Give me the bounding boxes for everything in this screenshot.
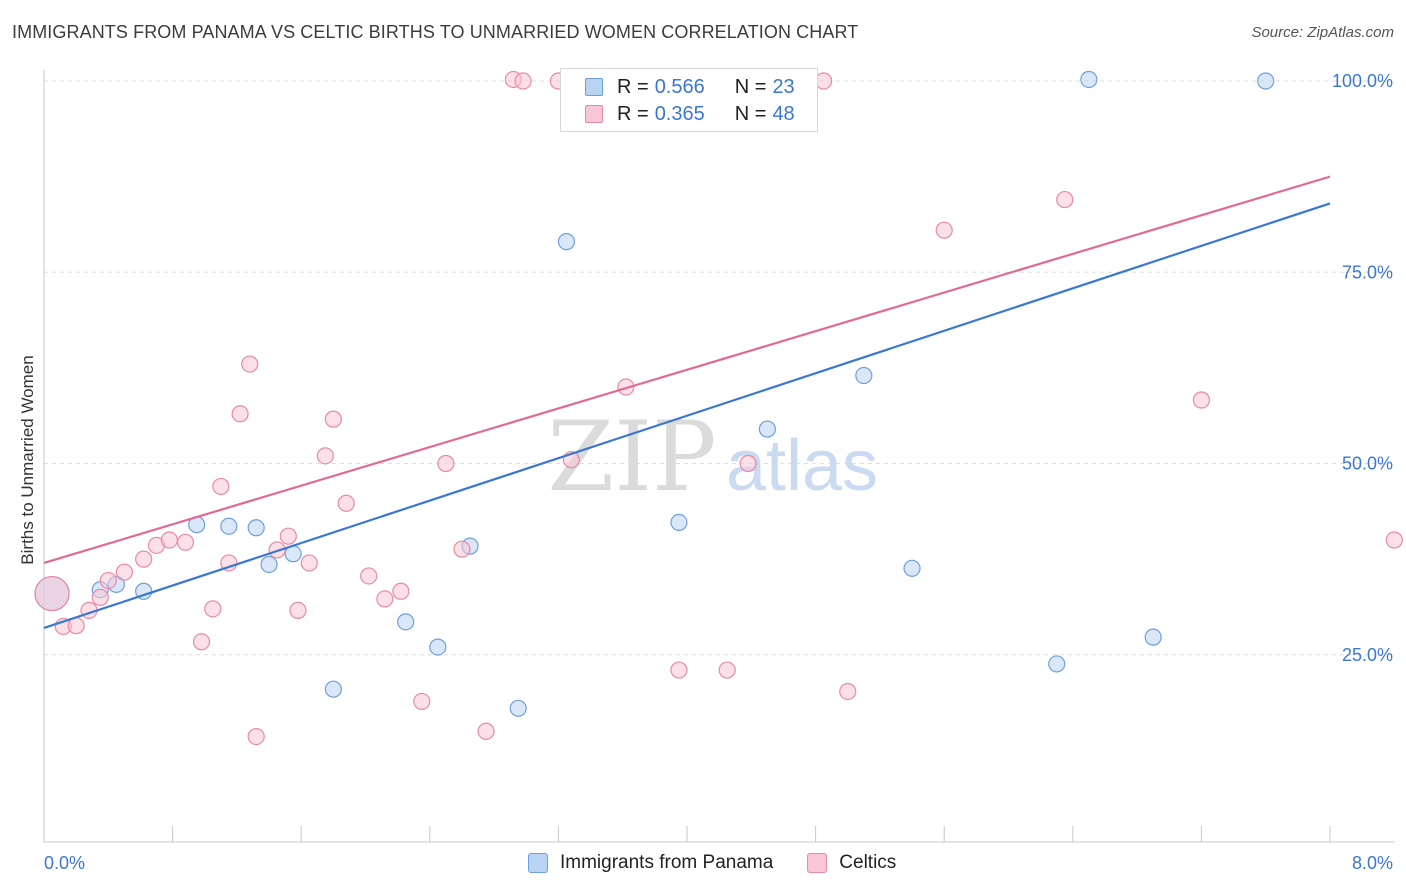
data-point-celtics	[514, 72, 532, 90]
data-point-celtics	[839, 682, 857, 701]
data-point-celtics	[1056, 190, 1074, 209]
data-point-celtics	[739, 454, 757, 473]
watermark: ZIP atlas	[547, 401, 878, 513]
legend-swatch-blue	[528, 853, 548, 873]
legend-swatch-blue	[585, 78, 603, 96]
data-point-panama	[855, 366, 873, 385]
legend-r-label: R =	[617, 75, 649, 98]
data-point-panama	[1048, 655, 1066, 673]
data-point-panama	[260, 555, 278, 574]
y-tick-label: 25.0%	[1342, 645, 1393, 665]
data-point-celtics	[477, 722, 495, 740]
data-point-celtics	[453, 540, 471, 558]
data-point-celtics	[241, 355, 259, 373]
x-tick-label: 8.0%	[1352, 853, 1393, 873]
data-point-celtics	[337, 494, 355, 512]
data-point-celtics	[204, 600, 222, 618]
chart-title: IMMIGRANTS FROM PANAMA VS CELTIC BIRTHS …	[12, 22, 859, 42]
data-point-panama	[1144, 628, 1162, 646]
legend-n-label: N =	[734, 75, 767, 98]
chart-source: Source: ZipAtlas.com	[1251, 24, 1394, 41]
y-tick-label: 100.0%	[1332, 71, 1393, 91]
axes	[43, 70, 1395, 843]
data-point-celtics	[135, 550, 153, 568]
data-point-panama	[429, 638, 447, 656]
legend-label-panama: Immigrants from Panama	[560, 852, 774, 873]
legend-swatch-pink	[807, 853, 828, 873]
data-point-celtics	[160, 531, 178, 549]
data-point-celtics	[360, 567, 378, 585]
data-point-celtics	[437, 454, 455, 473]
data-point-panama	[1257, 72, 1275, 90]
data-point-celtics	[300, 554, 318, 572]
x-tick-label: 0.0%	[44, 853, 85, 873]
data-point-celtics	[718, 661, 736, 679]
trend-line-panama	[43, 202, 1331, 630]
legend-row-celtics: R = 0.365 N = 48	[585, 101, 795, 127]
data-point-celtics	[324, 410, 342, 428]
data-point-celtics	[115, 563, 133, 581]
y-tick-label: 50.0%	[1342, 454, 1393, 474]
legend-item-panama[interactable]: Immigrants from Panama	[528, 852, 773, 874]
data-points	[34, 70, 1403, 746]
data-point-celtics	[1192, 391, 1211, 409]
data-point-panama	[903, 559, 921, 577]
data-point-celtics	[192, 633, 211, 651]
data-point-celtics	[815, 72, 833, 90]
data-point-panama	[324, 680, 342, 698]
legend-r-value: 0.365	[654, 102, 705, 125]
data-point-celtics	[279, 527, 297, 545]
data-point-celtics	[392, 582, 410, 600]
data-point-panama	[220, 517, 238, 535]
data-point-celtics	[247, 728, 265, 746]
y-tick-label: 75.0%	[1342, 262, 1393, 282]
legend-r-value: 0.566	[654, 75, 705, 98]
data-point-celtics	[413, 692, 431, 711]
data-point-celtics	[316, 447, 334, 465]
legend-item-celtics[interactable]: Celtics	[807, 852, 896, 874]
data-point-panama	[247, 519, 265, 537]
data-point-celtics	[1385, 531, 1403, 549]
data-point-celtics	[376, 590, 394, 608]
data-point-celtics	[935, 221, 953, 239]
data-point-celtics	[231, 405, 249, 423]
data-point-panama	[670, 513, 688, 532]
data-point-celtics	[212, 477, 230, 496]
legend-n-value: 48	[772, 102, 795, 125]
legend-label-celtics: Celtics	[839, 852, 897, 873]
legend-r-label: R =	[617, 102, 649, 125]
data-point-celtics	[220, 554, 238, 572]
stats-legend: R = 0.566 N = 23 R = 0.365 N = 48	[560, 68, 818, 132]
data-point-celtics	[289, 601, 307, 619]
data-point-panama	[758, 420, 776, 438]
trend-line-celtics	[43, 175, 1331, 565]
legend-row-panama: R = 0.566 N = 23	[585, 74, 795, 100]
trend-lines	[43, 175, 1331, 630]
data-point-celtics	[176, 533, 195, 551]
tick-labels: 25.0% 50.0% 75.0% 100.0% 0.0% 8.0%	[44, 71, 1393, 873]
data-point-panama	[557, 233, 576, 251]
data-point-celtics	[670, 661, 688, 679]
series-legend: Immigrants from Panama Celtics	[528, 852, 930, 874]
data-point-celtics	[34, 575, 70, 612]
legend-n-label: N =	[734, 102, 767, 125]
data-point-panama	[509, 699, 527, 717]
data-point-celtics	[99, 571, 117, 590]
data-point-celtics	[91, 588, 109, 606]
data-point-panama	[1080, 70, 1098, 89]
data-point-panama	[397, 613, 415, 631]
legend-swatch-pink	[585, 105, 603, 123]
legend-n-value: 23	[772, 75, 795, 98]
